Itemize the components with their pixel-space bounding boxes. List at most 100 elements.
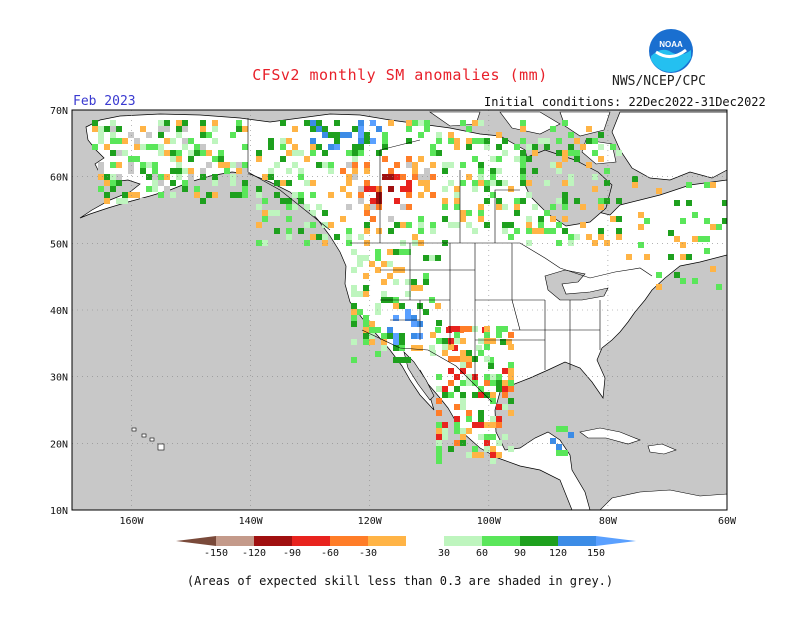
anomaly-cell [418,228,424,234]
anomaly-cell [490,156,496,162]
anomaly-cell [322,234,328,240]
anomaly-cell [556,444,562,450]
anomaly-cell [442,392,448,398]
anomaly-cell [454,198,460,204]
state-lines [380,243,601,380]
anomaly-cell [442,198,448,204]
anomaly-cell [496,422,502,428]
anomaly-cell [406,180,412,186]
anomaly-cell [442,204,448,210]
anomaly-cell [352,174,358,180]
anomaly-cell [562,228,568,234]
anomaly-cell [508,234,514,240]
anomaly-cell [328,132,334,138]
anomaly-cell [212,174,218,180]
anomaly-cell [200,120,206,126]
anomaly-cell [550,162,556,168]
anomaly-cell [508,222,514,228]
anomaly-cell [381,261,387,267]
anomaly-cell [436,440,442,446]
anomaly-cell [490,422,496,428]
anomaly-cell [472,156,478,162]
anomaly-cell [110,186,116,192]
anomaly-cell [604,240,610,246]
anomaly-cell [298,192,304,198]
anomaly-cell [212,156,218,162]
anomaly-cell [502,434,508,440]
anomaly-cell [280,180,286,186]
anomaly-cell [268,174,274,180]
anomaly-cell [140,162,146,168]
anomaly-cell [212,120,218,126]
anomaly-cell [598,144,604,150]
anomaly-cell [346,240,352,246]
anomaly-cell [496,198,502,204]
anomaly-cell [411,321,417,327]
anomaly-cell [460,392,466,398]
anomaly-cell [598,204,604,210]
anomaly-cell [346,228,352,234]
anomaly-cell [466,326,472,332]
anomaly-cell [406,222,412,228]
anomaly-cell [370,216,376,222]
anomaly-cell [574,138,580,144]
anomaly-cell [454,338,460,344]
anomaly-cell [423,255,429,261]
anomaly-cell [158,174,164,180]
anomaly-cell [538,216,544,222]
anomaly-cell [358,198,364,204]
anomaly-cell [466,416,472,422]
anomaly-cell [430,228,436,234]
anomaly-cell [280,198,286,204]
anomaly-cell [158,144,164,150]
anomaly-cell [472,422,478,428]
noaa-logo: NOAA [649,29,693,73]
anomaly-cell [351,357,357,363]
anomaly-cell [387,333,393,339]
anomaly-cell [322,210,328,216]
anomaly-cell [393,249,399,255]
anomaly-cell [460,356,466,362]
anomaly-cell [442,350,448,356]
skill-footnote: (Areas of expected skill less than 0.3 a… [186,574,614,588]
anomaly-cell [212,192,218,198]
anomaly-cell [550,126,556,132]
anomaly-cell [442,344,448,350]
gulf-of-california [403,351,435,401]
anomaly-cell [98,162,104,168]
anomaly-cell [472,186,478,192]
anomaly-cell [550,228,556,234]
anomaly-cell [448,392,454,398]
anomaly-cell [454,186,460,192]
anomaly-cell [568,180,574,186]
anomaly-cell [478,338,484,344]
anomaly-cell [424,168,430,174]
anomaly-cell [194,192,200,198]
anomaly-cell [376,192,382,198]
anomaly-cell [406,192,412,198]
anomaly-cell [500,339,506,345]
lon-tick-label: 160W [119,516,144,527]
anomaly-cell [334,120,340,126]
anomaly-cell [128,192,134,198]
anomaly-cell [460,428,466,434]
anomaly-cell [268,138,274,144]
colorbar-high-arrow [596,536,636,546]
anomaly-cell [351,267,357,273]
anomaly-cell [212,138,218,144]
anomaly-cell [328,168,334,174]
anomaly-cell [484,222,490,228]
anomaly-cell [508,398,514,404]
anomaly-cell [364,132,370,138]
anomaly-cell [710,224,716,230]
anomaly-cell [556,450,562,456]
anomaly-cell [568,144,574,150]
anomaly-cell [411,333,417,339]
lon-tick-label: 100W [477,516,502,527]
anomaly-cell [316,126,322,132]
anomaly-cell [292,144,298,150]
anomaly-cell [357,255,363,261]
anomaly-cell [550,438,556,444]
anomaly-cell [562,204,568,210]
anomaly-cell [376,228,382,234]
